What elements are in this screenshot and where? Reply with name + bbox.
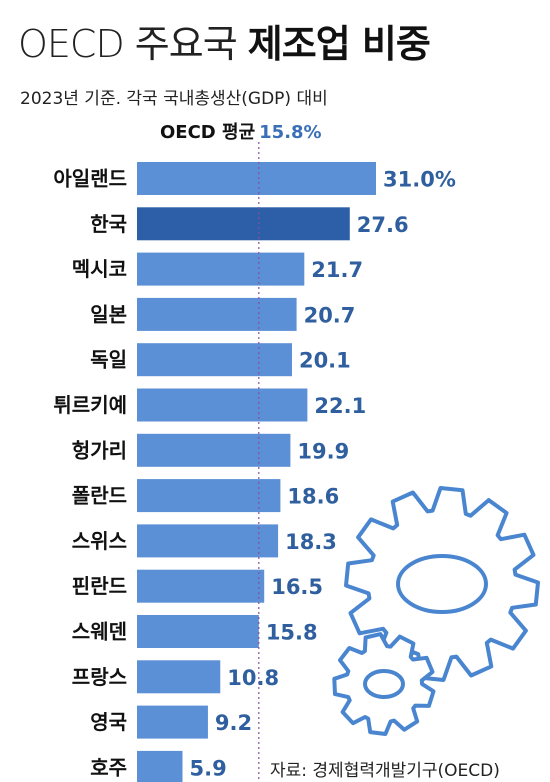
bar: [137, 750, 183, 782]
category-label: 아일랜드: [53, 167, 127, 191]
bar: [137, 479, 281, 513]
bar: [137, 569, 265, 603]
gears-illustration: [332, 486, 540, 736]
bar: [137, 207, 350, 241]
value-label: 20.7: [304, 303, 356, 327]
bar: [137, 297, 297, 331]
value-label: 22.1: [314, 394, 366, 418]
category-label: 스웨덴: [72, 620, 127, 644]
category-label: 멕시코: [72, 257, 127, 281]
bar: [137, 524, 279, 558]
value-label: 9.2: [215, 711, 252, 735]
title-bold: 제조업 비중: [247, 22, 431, 66]
category-label: 호주: [90, 755, 127, 779]
average-value: 15.8%: [259, 122, 322, 143]
bar: [137, 343, 292, 377]
category-label: 독일: [90, 348, 127, 372]
category-label: 헝가리: [72, 438, 127, 462]
value-label: 27.6: [357, 213, 409, 237]
value-label: 18.3: [285, 530, 337, 554]
bar: [137, 162, 376, 195]
value-label: 5.9: [189, 756, 226, 780]
chart-subtitle: 2023년 기준. 각국 국내총생산(GDP) 대비: [20, 89, 328, 109]
gear-small-hole: [363, 669, 405, 699]
average-label: OECD 평균 15.8%: [160, 118, 322, 144]
bar: [137, 705, 208, 739]
category-label: 프랑스: [72, 665, 127, 689]
bar: [137, 252, 305, 286]
value-label: 10.8: [227, 666, 279, 690]
category-label: 튀르키예: [53, 393, 127, 417]
category-label: 폴란드: [72, 484, 127, 508]
bar: [137, 388, 308, 422]
category-label: 스위스: [72, 529, 127, 553]
value-label: 16.5: [271, 575, 323, 599]
category-label: 일본: [90, 302, 127, 326]
bars-group: 아일랜드 31.0% 한국 27.6 멕시코 21.7 일본 20.7 독일 20.1 튀르키예 22…: [53, 162, 456, 782]
category-label: 한국: [90, 212, 127, 236]
value-label: 21.7: [311, 258, 363, 282]
title-light: OECD 주요국: [18, 22, 238, 66]
bar: [137, 615, 259, 648]
category-label: 핀란드: [72, 574, 127, 598]
value-label: 19.9: [297, 439, 349, 463]
value-label: 31.0%: [383, 168, 456, 192]
source-note: 자료: 경제협력개발기구(OECD): [270, 761, 500, 781]
average-name: OECD 평균: [160, 122, 256, 143]
gear-large-hole: [396, 554, 488, 614]
category-label: 영국: [90, 710, 127, 734]
value-label: 15.8: [266, 621, 318, 645]
value-label: 20.1: [299, 349, 351, 373]
chart-title: OECD 주요국 제조업 비중: [18, 20, 431, 68]
value-label: 18.6: [287, 485, 339, 509]
bar: [137, 433, 291, 467]
bar: [137, 660, 221, 694]
